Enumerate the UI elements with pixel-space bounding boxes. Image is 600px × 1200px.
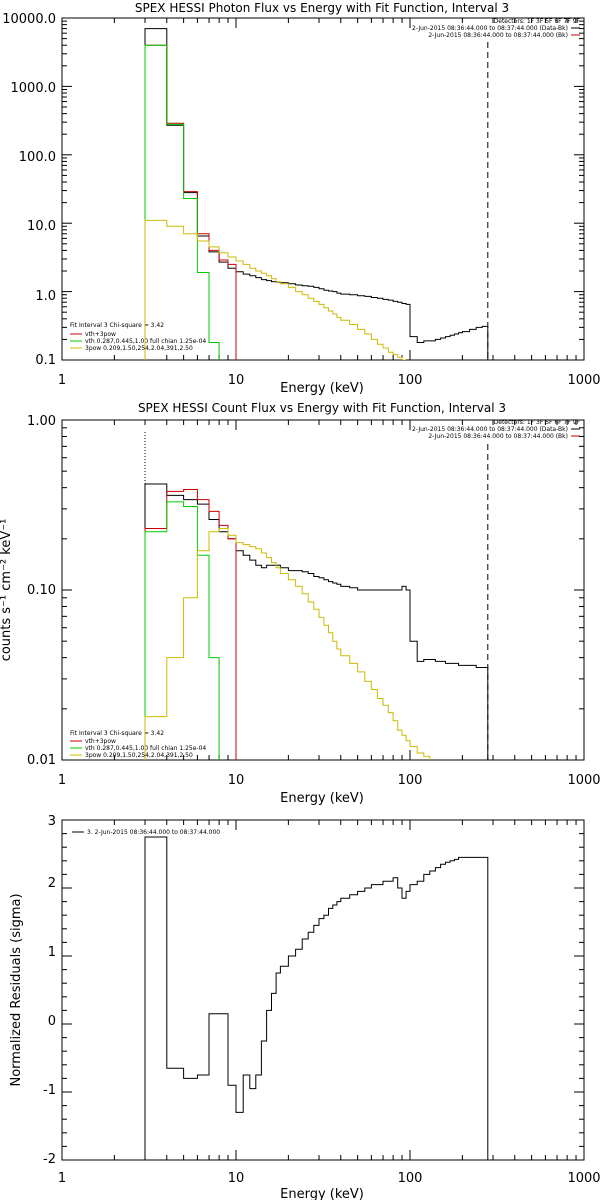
- ytick-label: 0.01: [27, 753, 56, 768]
- series-1-line: [144, 489, 237, 760]
- series-0-line: [144, 28, 489, 360]
- xtick-label: 1: [58, 773, 66, 788]
- plot-frame: [61, 419, 585, 761]
- legend-entry: Fit Interval 3 Chi-square = 3.42: [70, 322, 164, 329]
- count-flux-ytick-labels: 0.01 0.10 1.00: [27, 414, 56, 768]
- series-3-line: [144, 219, 407, 360]
- ytick-label: 100.0: [19, 150, 56, 165]
- photon-flux-xlabel: Energy (keV): [280, 381, 364, 396]
- xtick-label: 10: [228, 773, 245, 788]
- residuals-ylabel: Normalized Residuals (sigma): [9, 893, 24, 1086]
- count-flux-panel: SPEX HESSI Count Flux vs Energy with Fit…: [0, 401, 600, 806]
- ytick-label: 0: [48, 1014, 56, 1029]
- legend-entry: 3pow 0.209,1.50,254,2.04,391,2.50: [85, 345, 193, 352]
- ytick-label: -2: [43, 1152, 56, 1167]
- plot-frame: [61, 17, 585, 361]
- legend-entry: Detectors: 1F 3F 5F 6F 7F 9F: [494, 18, 581, 25]
- series-0-line: [144, 836, 489, 1160]
- xtick-label: 100: [398, 373, 423, 388]
- residuals-xtick-labels: 1 10 100 1000: [58, 1171, 600, 1186]
- xtick-label: 10: [228, 1171, 245, 1186]
- residuals-xlabel: Energy (keV): [280, 1187, 364, 1200]
- xtick-label: 1000: [567, 373, 600, 388]
- ytick-label: 0.10: [27, 583, 56, 598]
- xtick-label: 10: [228, 373, 245, 388]
- axis-ticks: [61, 17, 585, 361]
- legend-entry: 2-Jun-2015 08:36:44.000 to 08:37:44.000 …: [412, 25, 568, 32]
- legend-entry: Fit Interval 3 Chi-square = 3.42: [70, 730, 164, 737]
- legend-entry: vth 0.287,0.445,1.00 full chian 1.25e-04: [85, 338, 206, 345]
- axis-ticks: [61, 819, 585, 1161]
- legend-entry: vth+3pow: [85, 331, 116, 338]
- series-group: [144, 483, 489, 760]
- xtick-label: 1000: [567, 773, 600, 788]
- axis-ticks: [61, 419, 585, 761]
- count-flux-title: SPEX HESSI Count Flux vs Energy with Fit…: [138, 401, 506, 415]
- legend-entry: 2-Jun-2015 08:36:44.000 to 08:37:44.000 …: [428, 32, 568, 39]
- series-group: [144, 28, 489, 360]
- legend-entry: Detectors: 1F 3F 5F 6F 7F 9F: [494, 419, 581, 426]
- count-flux-xtick-labels: 1 10 100 1000: [58, 773, 600, 788]
- count-flux-legend-topright: Detectors: 1F 3F 5F 6F 7F 9F 2-Jun-2015 …: [412, 419, 580, 440]
- series-2-line: [144, 501, 220, 760]
- legend-entry: 2-Jun-2015 08:36:44.000 to 08:37:44.000 …: [428, 433, 568, 440]
- residuals-panel: Energy (keV) Normalized Residuals (sigma…: [9, 814, 600, 1200]
- legend-entry: 2-Jun-2015 08:36:44.000 to 08:37:44.000 …: [412, 426, 568, 433]
- ytick-label: 3: [48, 814, 56, 829]
- legend-entry: 3. 2-Jun-2015 08:36:44.000 to 08:37:44.0…: [87, 829, 220, 836]
- photon-flux-legend-topright: Detectors: 1F 3F 5F 6F 7F 9F 2-Jun-2015 …: [412, 18, 580, 39]
- photon-flux-xtick-labels: 1 10 100 1000: [58, 373, 600, 388]
- xtick-label: 1000: [567, 1171, 600, 1186]
- legend-entry: 3pow 0.209,1.50,254,2.04,391,2.50: [85, 752, 193, 759]
- xtick-label: 100: [398, 773, 423, 788]
- residuals-legend: 3. 2-Jun-2015 08:36:44.000 to 08:37:44.0…: [72, 829, 220, 836]
- series-0-line: [144, 483, 489, 760]
- series-3-line: [144, 528, 431, 760]
- photon-flux-ytick-labels: 0.1 1.0 10.0 100.0 1000.0 10000.0: [2, 12, 56, 368]
- series-1-line: [144, 44, 237, 360]
- photon-flux-title: SPEX HESSI Photon Flux vs Energy with Fi…: [135, 1, 509, 15]
- ytick-label: 1.0: [35, 289, 56, 304]
- xtick-label: 100: [398, 1171, 423, 1186]
- ytick-label: 1.00: [27, 414, 56, 429]
- ytick-label: 10.0: [27, 219, 56, 234]
- ytick-label: 0.1: [35, 353, 56, 368]
- plot-frame: [61, 819, 585, 1161]
- photon-flux-legend-bottomleft: Fit Interval 3 Chi-square = 3.42 vth+3po…: [70, 322, 206, 352]
- count-flux-ylabel: counts s⁻¹ cm⁻² keV⁻¹: [0, 519, 14, 662]
- photon-flux-panel: SPEX HESSI Photon Flux vs Energy with Fi…: [2, 1, 600, 396]
- ytick-label: 10000.0: [2, 12, 56, 27]
- xtick-label: 1: [58, 373, 66, 388]
- xtick-label: 1: [58, 1171, 66, 1186]
- ytick-label: -1: [43, 1083, 56, 1098]
- series-2-line: [144, 44, 220, 360]
- legend-entry: vth 0.287,0.445,1.00 full chian 1.25e-04: [85, 745, 206, 752]
- count-flux-legend-bottomleft: Fit Interval 3 Chi-square = 3.42 vth+3po…: [70, 730, 206, 759]
- ytick-label: 1000.0: [11, 81, 57, 96]
- series-group: [144, 836, 489, 1160]
- ytick-label: 2: [48, 876, 56, 891]
- residuals-ytick-labels: -2 -1 0 1 2 3: [43, 814, 56, 1167]
- legend-entry: vth+3pow: [85, 738, 116, 745]
- count-flux-xlabel: Energy (keV): [280, 791, 364, 806]
- ytick-label: 1: [48, 945, 56, 960]
